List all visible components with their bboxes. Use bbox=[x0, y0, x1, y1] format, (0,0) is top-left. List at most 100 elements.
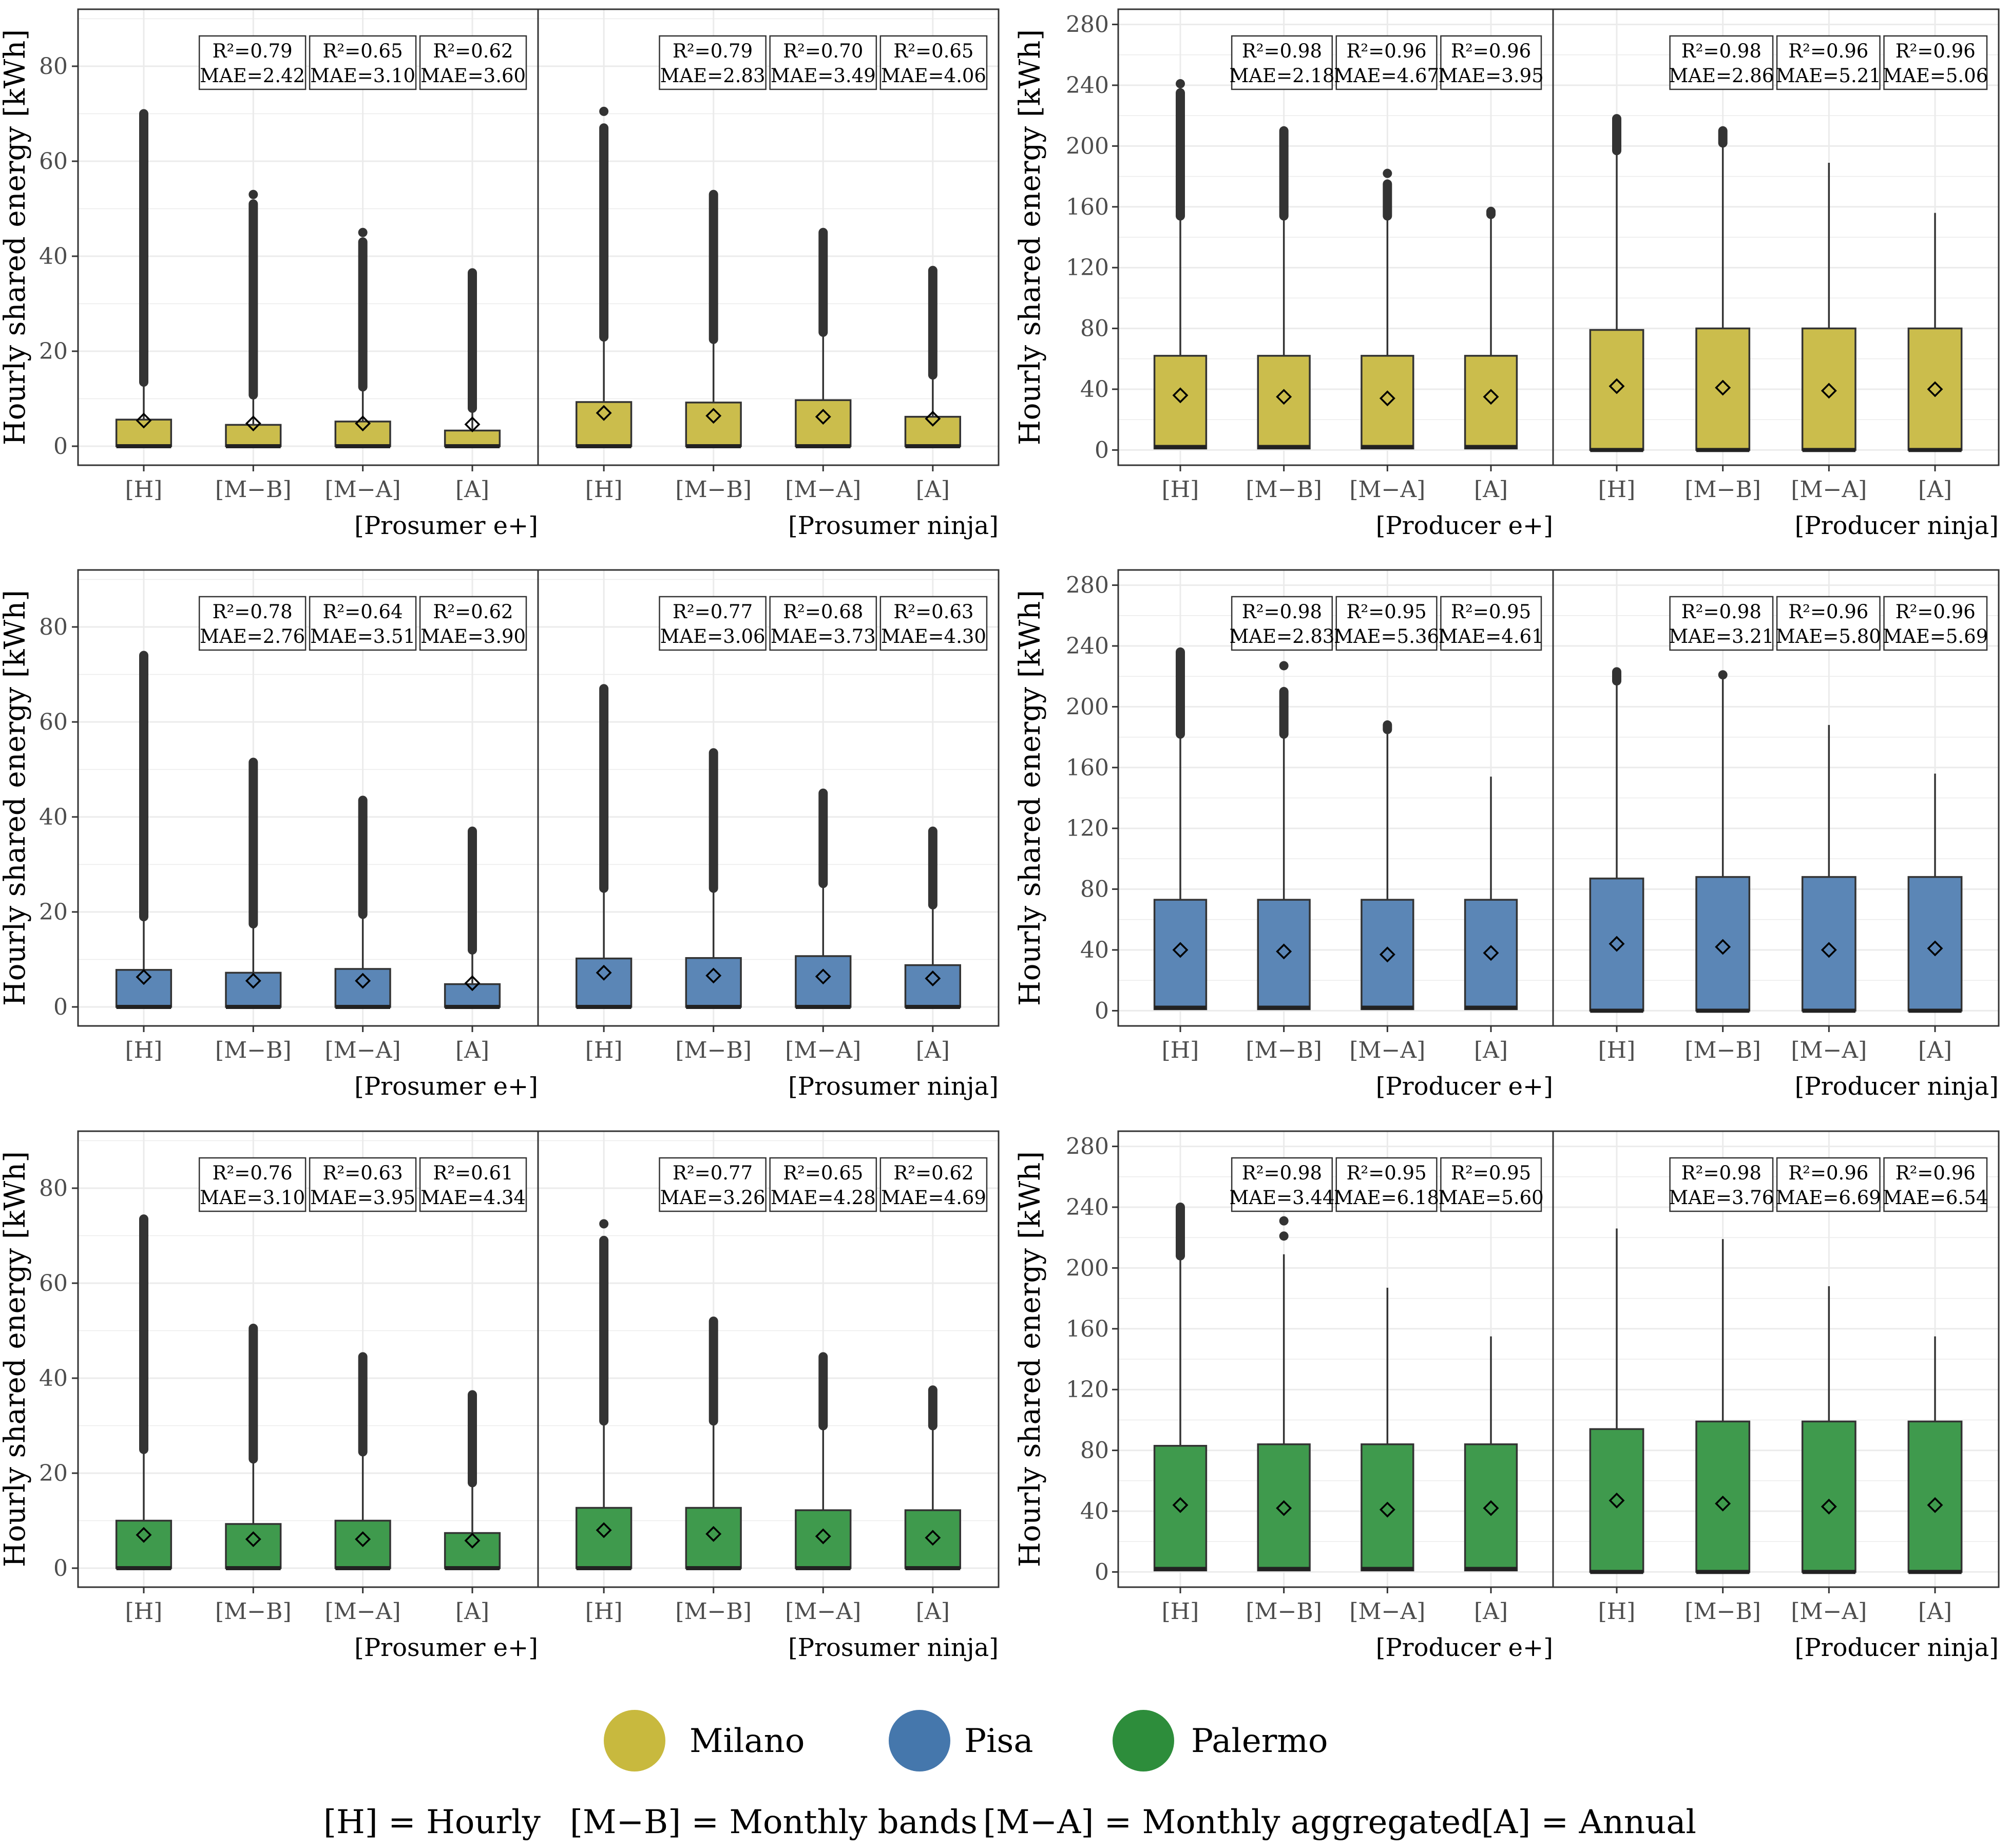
mean-marker bbox=[1276, 943, 1292, 960]
stat-r2: R²=0.95 bbox=[1451, 601, 1531, 623]
box-body bbox=[115, 418, 173, 447]
stat-box: R²=0.98 MAE=3.44 bbox=[1229, 1157, 1334, 1212]
x-tick-label: [M−A] bbox=[1349, 1598, 1425, 1625]
x-tick-label: [M−A] bbox=[325, 477, 401, 503]
stat-box-frame bbox=[419, 596, 527, 651]
stat-mae: MAE=4.67 bbox=[1334, 65, 1439, 87]
abbreviation-annual: [A] = Annual bbox=[1481, 1803, 1696, 1841]
mean-marker bbox=[136, 1527, 152, 1543]
mean-marker bbox=[355, 973, 371, 989]
stat-mae: MAE=3.95 bbox=[1439, 65, 1544, 87]
stat-box-frame bbox=[1231, 596, 1333, 651]
y-tick-label: 240 bbox=[1066, 633, 1109, 659]
stat-box: R²=0.76 MAE=3.10 bbox=[198, 1157, 307, 1212]
y-axis-title: Hourly shared energy [kWh] bbox=[1013, 590, 1047, 1006]
x-tick-label: [M−A] bbox=[325, 1598, 401, 1625]
facet-producer-e: [H] [M−B] [M−A] [A] R²=0.98 MAE=2.18 R²=0.96 MA… bbox=[1117, 8, 1554, 540]
y-tick-label: 120 bbox=[1066, 255, 1109, 281]
y-tick-label: 80 bbox=[1080, 316, 1109, 342]
y-tick-label: 40 bbox=[39, 804, 68, 830]
chart-pisa-prosumer: Hourly shared energy [kWh] 0 20 40 60 80 [H] [M… bbox=[0, 569, 1000, 1101]
stat-box-frame bbox=[1669, 35, 1774, 90]
stat-box-frame bbox=[769, 35, 877, 90]
stat-box: R²=0.61 MAE=4.34 bbox=[419, 1157, 527, 1212]
abbreviation-monthly-bands: [M−B] = Monthly bands bbox=[570, 1803, 978, 1841]
y-tick-label: 80 bbox=[1080, 1438, 1109, 1464]
stat-r2: R²=0.96 bbox=[1896, 1162, 1976, 1184]
box-body bbox=[1589, 329, 1644, 451]
stat-box-frame bbox=[1335, 35, 1438, 90]
stat-box-frame bbox=[1231, 35, 1333, 90]
stat-r2: R²=0.96 bbox=[1451, 40, 1531, 62]
box-body bbox=[444, 983, 501, 1008]
x-tick-label: [M−B] bbox=[215, 477, 292, 503]
mean-marker bbox=[705, 967, 722, 984]
stat-box-frame bbox=[879, 35, 988, 90]
x-tick-label: [H] bbox=[1162, 1598, 1199, 1625]
stat-box: R²=0.79 MAE=2.83 bbox=[659, 35, 767, 90]
box-h: [H] bbox=[115, 651, 173, 1063]
mean-marker bbox=[925, 1530, 941, 1546]
x-tick-label: [M−A] bbox=[1791, 1598, 1867, 1625]
y-tick-label: 80 bbox=[39, 1175, 68, 1202]
outlier-point bbox=[1279, 661, 1289, 671]
box-body bbox=[1907, 327, 1963, 451]
stat-r2: R²=0.96 bbox=[1788, 1162, 1868, 1184]
facet-label: [Producer e+] bbox=[1376, 1072, 1553, 1101]
x-tick-label: [M−B] bbox=[675, 1598, 752, 1625]
y-tick-label: 40 bbox=[39, 1365, 68, 1392]
mean-marker bbox=[136, 412, 152, 429]
box-body bbox=[576, 401, 633, 447]
y-tick-label: 240 bbox=[1066, 72, 1109, 99]
mean-marker bbox=[464, 975, 481, 992]
y-tick-label: 40 bbox=[39, 243, 68, 270]
y-axis-title: Hourly shared energy [kWh] bbox=[0, 1151, 32, 1567]
box-m-a: [M−A] bbox=[1791, 725, 1867, 1063]
box-body bbox=[1257, 1443, 1311, 1572]
stat-r2: R²=0.65 bbox=[323, 40, 403, 62]
box-m-a: [M−A] bbox=[1349, 1287, 1425, 1625]
stat-box: R²=0.62 MAE=4.69 bbox=[879, 1157, 988, 1212]
mean-marker bbox=[705, 1526, 722, 1542]
stat-mae: MAE=2.18 bbox=[1229, 65, 1334, 87]
stat-box-frame bbox=[769, 596, 877, 651]
x-tick-label: [A] bbox=[916, 477, 950, 503]
x-tick-label: [H] bbox=[585, 477, 623, 503]
x-tick-label: [H] bbox=[125, 1037, 163, 1063]
stat-r2: R²=0.95 bbox=[1347, 601, 1427, 623]
stat-mae: MAE=3.76 bbox=[1669, 1187, 1774, 1209]
y-tick-label: 200 bbox=[1066, 133, 1109, 159]
stat-mae: MAE=5.60 bbox=[1439, 1187, 1544, 1209]
mean-marker bbox=[925, 970, 941, 986]
abbreviation-hourly: [H] = Hourly bbox=[323, 1803, 541, 1841]
stat-r2: R²=0.64 bbox=[323, 601, 403, 623]
box-a: [A] bbox=[1907, 213, 1963, 503]
stat-box-frame bbox=[1440, 1157, 1542, 1212]
abbreviation-monthly-aggregated: [M−A] = Monthly aggregated bbox=[983, 1803, 1482, 1841]
x-tick-label: [M−B] bbox=[1246, 1598, 1322, 1625]
stat-r2: R²=0.98 bbox=[1242, 1162, 1322, 1184]
facet-label: [Producer ninja] bbox=[1795, 511, 1999, 540]
panel-border bbox=[1552, 569, 2000, 1027]
mean-marker bbox=[355, 1531, 371, 1548]
facet-prosumer-ninja: [H] [M−B] [M−A] [A] R²=0.77 MAE=3.26 R²=0.65 MA… bbox=[537, 1130, 1000, 1662]
x-tick-label: [M−B] bbox=[215, 1037, 292, 1063]
x-tick-label: [A] bbox=[455, 1598, 489, 1625]
y-tick-label: 80 bbox=[39, 53, 68, 80]
stat-box-frame bbox=[879, 596, 988, 651]
box-m-b: [M−B] bbox=[215, 189, 292, 503]
mean-marker bbox=[1821, 383, 1837, 399]
stat-box-frame bbox=[659, 35, 767, 90]
stat-mae: MAE=4.34 bbox=[420, 1187, 526, 1209]
mean-marker bbox=[1172, 942, 1189, 958]
mean-marker bbox=[355, 415, 371, 432]
box-m-b: [M−B] bbox=[1684, 670, 1761, 1063]
chart-milano-prosumer: Hourly shared energy [kWh] 0 20 40 60 80 [H] [M… bbox=[0, 8, 1000, 540]
stat-r2: R²=0.96 bbox=[1347, 40, 1427, 62]
stat-mae: MAE=4.06 bbox=[881, 65, 986, 87]
x-tick-label: [H] bbox=[1162, 1037, 1199, 1063]
x-tick-label: [M−B] bbox=[1246, 1037, 1322, 1063]
